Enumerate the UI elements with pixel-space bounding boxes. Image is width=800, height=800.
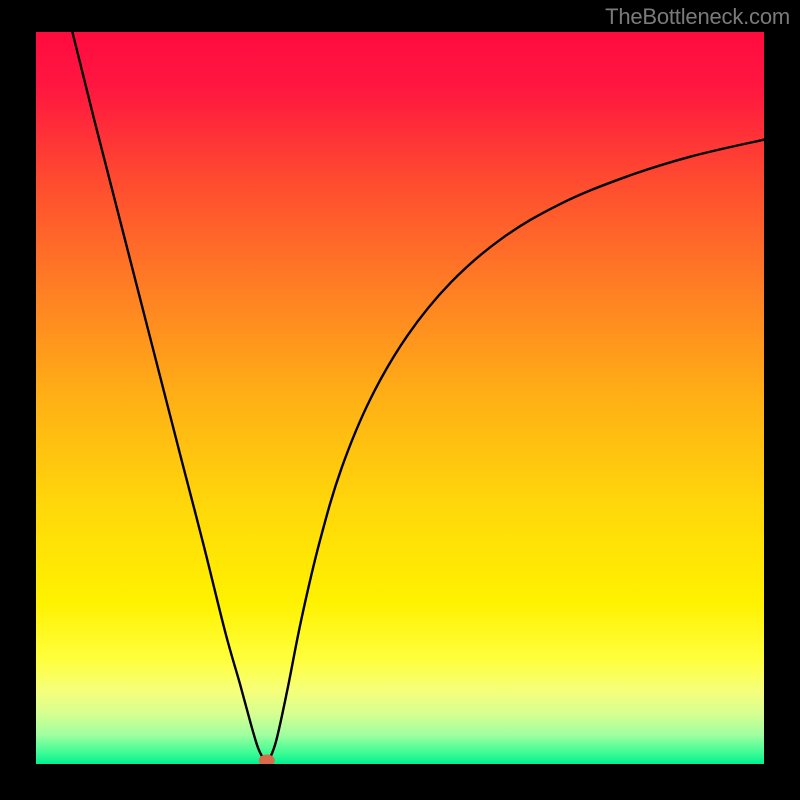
chart-container: TheBottleneck.com (0, 0, 800, 800)
watermark-text: TheBottleneck.com (605, 4, 790, 30)
curve-right-branch (269, 140, 764, 761)
bottleneck-curve (36, 32, 764, 764)
curve-left-branch (72, 32, 263, 760)
plot-area (36, 32, 764, 764)
